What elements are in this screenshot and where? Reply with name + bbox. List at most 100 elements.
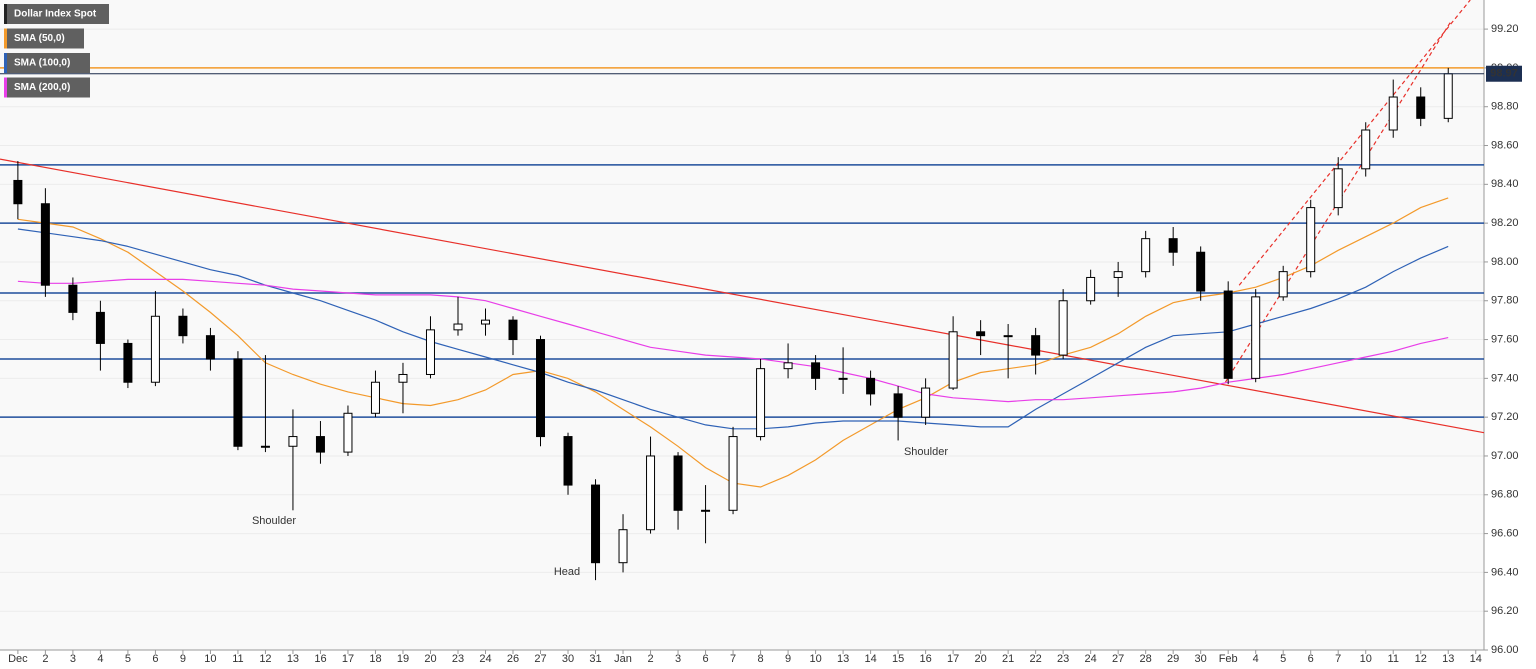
x-tick-label: 5 xyxy=(125,653,131,665)
y-tick-label: 97.20 xyxy=(1491,411,1519,423)
candle-body xyxy=(1031,335,1041,356)
candle-body xyxy=(756,368,766,438)
x-tick-label: 10 xyxy=(204,653,216,665)
x-tick-label: 22 xyxy=(1030,653,1042,665)
x-tick-label: 8 xyxy=(758,653,764,665)
annotation: Shoulder xyxy=(904,446,948,458)
candle-body xyxy=(398,373,408,383)
y-tick-label: 96.60 xyxy=(1491,527,1519,539)
candle-body xyxy=(838,377,848,380)
candle-body xyxy=(1306,207,1316,273)
x-tick-label: 18 xyxy=(369,653,381,665)
plot-background xyxy=(0,0,1484,650)
legend-swatch xyxy=(4,4,7,24)
x-tick-label: 2 xyxy=(42,653,48,665)
x-tick-label: 31 xyxy=(589,653,601,665)
candle-body xyxy=(866,377,876,395)
legend-swatch xyxy=(4,53,7,73)
candle-body xyxy=(1333,168,1343,209)
x-tick-label: 4 xyxy=(1253,653,1259,665)
y-tick-label: 98.00 xyxy=(1491,256,1519,268)
candle-body xyxy=(178,315,188,337)
candle-body xyxy=(453,323,463,331)
x-tick-label: 17 xyxy=(947,653,959,665)
candle-body xyxy=(811,362,821,379)
candle-body xyxy=(40,203,50,286)
x-tick-label: 13 xyxy=(287,653,299,665)
candle-body xyxy=(1443,73,1453,119)
sma-line xyxy=(17,278,1449,403)
candle-body xyxy=(976,331,986,337)
x-tick-label: 15 xyxy=(892,653,904,665)
x-tick-label: 28 xyxy=(1140,653,1152,665)
x-tick-label: 7 xyxy=(730,653,736,665)
x-tick-label: 12 xyxy=(259,653,271,665)
candle-body xyxy=(728,436,738,511)
y-tick-label: 98.60 xyxy=(1491,139,1519,151)
x-tick-label: 29 xyxy=(1167,653,1179,665)
candle-body xyxy=(13,179,23,205)
candle-body xyxy=(563,436,573,486)
candle-body xyxy=(1416,96,1426,119)
y-tick-label: 98.40 xyxy=(1491,178,1519,190)
y-tick-label: 99.20 xyxy=(1491,23,1519,35)
candle-body xyxy=(508,319,518,341)
legend-label: SMA (50,0) xyxy=(14,33,65,44)
x-tick-label: 6 xyxy=(1308,653,1314,665)
x-tick-label: 10 xyxy=(1360,653,1372,665)
x-tick-label: 4 xyxy=(97,653,103,665)
x-tick-label: 14 xyxy=(1470,653,1482,665)
x-tick-label: Feb xyxy=(1219,653,1238,665)
x-tick-label: 2 xyxy=(647,653,653,665)
x-tick-label: 14 xyxy=(864,653,876,665)
x-tick-label: 30 xyxy=(562,653,574,665)
annotation: Shoulder xyxy=(252,515,296,527)
x-tick-label: 3 xyxy=(675,653,681,665)
candle-body xyxy=(480,319,490,325)
candle-body xyxy=(260,445,270,448)
x-tick-label: Jan xyxy=(614,653,632,665)
x-tick-label: 27 xyxy=(534,653,546,665)
candle-body xyxy=(783,362,793,370)
legend-label: SMA (200,0) xyxy=(14,82,70,93)
candle-body xyxy=(233,358,243,447)
trend-line xyxy=(0,158,1485,434)
candle-body xyxy=(370,381,380,414)
x-tick-label: 16 xyxy=(314,653,326,665)
candle-body xyxy=(315,436,325,453)
y-tick-label: 98.20 xyxy=(1491,217,1519,229)
y-tick-label: 97.60 xyxy=(1491,333,1519,345)
legend-box xyxy=(4,77,90,98)
x-tick-label: 27 xyxy=(1112,653,1124,665)
x-tick-label: Dec xyxy=(8,653,28,665)
candle-body xyxy=(673,455,683,511)
x-tick-label: 17 xyxy=(342,653,354,665)
x-tick-label: 7 xyxy=(1335,653,1341,665)
candle-body xyxy=(68,284,78,313)
candle-body xyxy=(1003,335,1013,338)
y-tick-label: 97.40 xyxy=(1491,372,1519,384)
candle-body xyxy=(205,335,215,360)
x-tick-label: 24 xyxy=(479,653,491,665)
candle-body xyxy=(536,339,546,438)
last-price-box xyxy=(1486,65,1522,82)
legend-swatch xyxy=(4,77,7,98)
candle-body xyxy=(591,484,601,564)
candle-body xyxy=(1251,296,1261,379)
x-tick-label: 3 xyxy=(70,653,76,665)
x-tick-label: 11 xyxy=(1388,653,1399,665)
y-tick-label: 96.40 xyxy=(1491,566,1519,578)
x-tick-label: 30 xyxy=(1195,653,1207,665)
candle-body xyxy=(948,331,958,389)
x-tick-label: 6 xyxy=(702,653,708,665)
y-tick-label: 98.80 xyxy=(1491,101,1519,113)
x-tick-label: 13 xyxy=(837,653,849,665)
y-tick-label: 97.00 xyxy=(1491,450,1519,462)
candle-body xyxy=(921,387,931,418)
x-tick-label: 26 xyxy=(507,653,519,665)
legend-label: SMA (100,0) xyxy=(14,58,70,69)
annotation: Head xyxy=(554,566,580,578)
legend-box xyxy=(4,53,90,73)
